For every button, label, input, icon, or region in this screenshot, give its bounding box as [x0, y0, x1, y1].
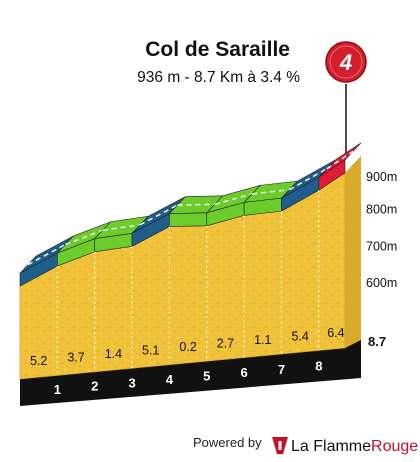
gradient-label-2: 3.7	[67, 351, 84, 365]
y-tick-900: 900m	[366, 170, 397, 184]
segment-band-9	[318, 159, 346, 191]
km-label-4: 4	[166, 372, 174, 387]
segment-dashline-4	[139, 204, 178, 226]
segment-band-5	[169, 212, 208, 227]
y-tick-700: 700m	[366, 239, 397, 253]
chart-base-layer	[19, 155, 361, 406]
km-label-6: 6	[241, 365, 248, 380]
km-label-7: 7	[278, 362, 285, 377]
y-tick-600: 600m	[366, 276, 397, 290]
footer: Powered by La FlammeRouge	[193, 435, 418, 455]
brand-name: La FlammeRouge	[291, 438, 418, 455]
brand-name-part1: La Flamme	[291, 438, 371, 455]
km-label-8: 8	[315, 358, 322, 373]
badge-inner-ring	[329, 45, 363, 79]
gradient-label-8: 5.4	[291, 329, 308, 343]
gradient-label-6: 2.7	[217, 336, 234, 350]
segment-dashline-1	[27, 243, 66, 266]
total-distance-label: 8.7	[368, 334, 386, 349]
segment-dashline-3	[102, 224, 141, 231]
profile-base-band	[20, 340, 361, 406]
km-label-1: 1	[54, 382, 61, 397]
gradient-label-5: 0.2	[179, 340, 196, 354]
category-badge: 4	[325, 41, 367, 153]
gradient-label-7: 1.1	[254, 333, 271, 347]
segment-dashline-8	[289, 168, 328, 191]
km-label-5: 5	[203, 369, 210, 384]
brand-name-part2: Rouge	[371, 438, 418, 455]
km-label-3: 3	[128, 375, 135, 390]
gradient-label-9: 6.4	[327, 326, 344, 340]
profile-side-face	[345, 155, 361, 348]
segment-dashline-5	[177, 203, 215, 206]
gradient-label-3: 1.4	[105, 347, 122, 361]
gradient-label-4: 5.1	[142, 344, 159, 358]
powered-by-label: Powered by	[193, 435, 262, 450]
chart-title: Col de Saraille	[145, 38, 290, 61]
badge-number: 4	[339, 50, 352, 75]
segment-dashline-6	[214, 193, 253, 205]
y-tick-800: 800m	[366, 203, 397, 217]
badge-circle	[325, 41, 367, 83]
flame-rouge-icon	[272, 437, 288, 454]
segment-dashline-2	[65, 229, 103, 246]
km-label-2: 2	[91, 379, 98, 394]
gradient-label-1: 5.2	[30, 354, 47, 368]
chart-marks-layer: 5.2 3.7 1.4 5.1 0.2 2.7 1.1 5.4 6.4 1 2 3 4 5 6 7 8 8.7 60…	[19, 142, 397, 397]
segment-dashline-7	[252, 188, 290, 195]
chart-subtitle: 936 m - 8.7 Km à 3.4 %	[137, 69, 300, 86]
